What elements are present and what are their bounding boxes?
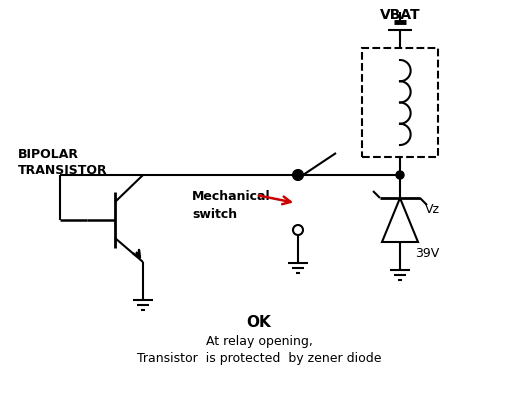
Circle shape [396,171,404,179]
Text: OK: OK [247,315,271,330]
Text: BIPOLAR
TRANSISTOR: BIPOLAR TRANSISTOR [18,148,108,177]
Bar [362,48,438,157]
Text: 39V: 39V [415,247,439,260]
Text: VBAT: VBAT [380,8,420,22]
Text: Transistor  is protected  by zener diode: Transistor is protected by zener diode [137,352,381,365]
Text: Mechanical
switch: Mechanical switch [192,190,270,221]
Text: At relay opening,: At relay opening, [206,335,312,348]
Text: Vz: Vz [425,203,440,216]
Circle shape [294,171,302,179]
